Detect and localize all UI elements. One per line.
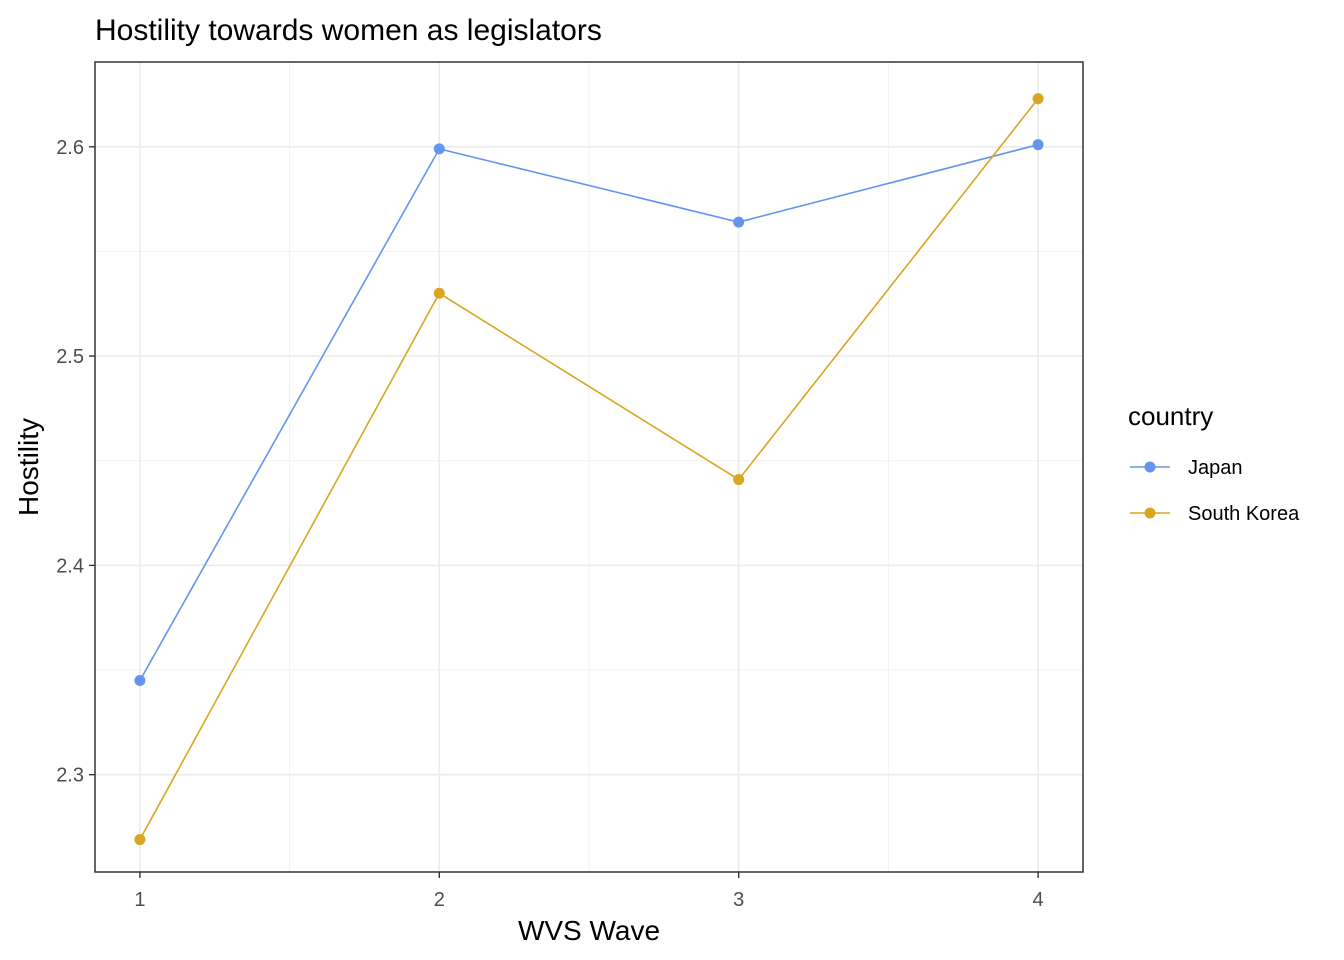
x-tick-label: 2	[434, 889, 445, 911]
chart-title: Hostility towards women as legislators	[95, 14, 602, 47]
axes: 2.3 2.4 2.5 2.6 1 2 3 4	[56, 137, 1043, 911]
gridlines	[95, 62, 1083, 872]
y-axis-title: Hostility	[13, 418, 44, 516]
data-point-south-korea	[134, 834, 146, 846]
data-point-japan	[733, 216, 745, 228]
legend-item-south-korea: South Korea	[1130, 503, 1300, 525]
legend-label-south-korea: South Korea	[1188, 503, 1300, 525]
y-tick-label: 2.4	[56, 555, 84, 577]
legend-items: Japan South Korea	[1130, 457, 1300, 525]
legend-marker-south-korea	[1144, 507, 1156, 519]
plot-border	[94, 61, 1084, 873]
legend-title: country	[1128, 401, 1213, 431]
y-tick-label: 2.5	[56, 346, 84, 368]
x-tick-label: 3	[733, 889, 744, 911]
x-tick-label: 1	[134, 889, 145, 911]
legend-marker-japan	[1144, 461, 1156, 473]
data-point-south-korea	[733, 474, 745, 486]
series-line-south-korea	[139, 98, 1039, 840]
x-axis-title: WVS Wave	[518, 915, 660, 946]
legend-item-japan: Japan	[1130, 457, 1243, 479]
x-tick-label: 4	[1033, 889, 1044, 911]
y-tick-label: 2.6	[56, 137, 84, 159]
legend: country Japan South Korea	[1128, 401, 1300, 525]
series-layer	[134, 93, 1044, 846]
data-point-japan	[134, 674, 146, 686]
data-point-south-korea	[1032, 93, 1044, 105]
data-point-south-korea	[433, 287, 445, 299]
y-tick-label: 2.3	[56, 765, 84, 787]
legend-label-japan: Japan	[1188, 457, 1243, 479]
data-point-japan	[1032, 139, 1044, 151]
data-point-japan	[433, 143, 445, 155]
series-line-japan	[139, 143, 1039, 681]
